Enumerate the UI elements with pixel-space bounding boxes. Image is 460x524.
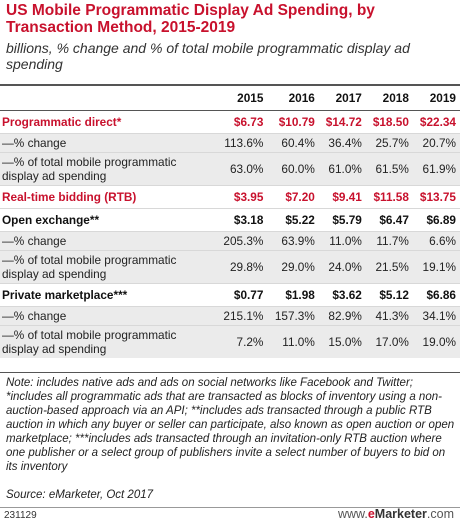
table-row: —% change 113.6% 60.4% 36.4% 25.7% 20.7%: [0, 133, 460, 153]
table-cell: $9.41: [318, 185, 366, 209]
table-cell: $10.79: [278, 115, 315, 129]
table-row: Private marketplace*** $0.77 $1.98 $3.62 $5.…: [0, 283, 460, 307]
table-cell: 82.9%: [318, 306, 366, 326]
table-cell: $6.73: [233, 115, 264, 129]
row-label: —% change: [0, 306, 216, 326]
table-cell: 21.5%: [365, 250, 413, 284]
table-cell: 6.6%: [412, 231, 460, 251]
row-label: —% of total mobile programmatic display …: [0, 152, 216, 186]
table-cell: $5.79: [318, 208, 366, 232]
footer-rule: [0, 507, 460, 508]
table-cell: 11.7%: [365, 231, 413, 251]
table-row: —% of total mobile programmatic display …: [0, 250, 460, 284]
table-cell: $22.34: [419, 115, 456, 129]
row-label: —% change: [0, 133, 216, 153]
table-cell: 41.3%: [365, 306, 413, 326]
table-cell: $13.75: [412, 185, 460, 209]
table-cell: 34.1%: [412, 306, 460, 326]
footnote: Note: includes native ads and ads on soc…: [6, 377, 455, 473]
table-cell: 11.0%: [318, 231, 366, 251]
table-cell: 61.9%: [412, 152, 460, 186]
table-cell: $1.98: [267, 283, 319, 307]
row-label: Open exchange**: [0, 208, 216, 232]
table-cell: 29.0%: [267, 250, 319, 284]
table-cell: 61.0%: [318, 152, 366, 186]
table-row: Programmatic direct* $6.73 $10.79 $14.72 $18…: [0, 111, 460, 134]
table-cell: $6.47: [365, 208, 413, 232]
table-cell: 113.6%: [216, 133, 268, 153]
table-cell: 15.0%: [318, 325, 366, 358]
chart-title: US Mobile Programmatic Display Ad Spendi…: [6, 2, 375, 36]
table-cell: 36.4%: [318, 133, 366, 153]
table-cell: 60.0%: [267, 152, 319, 186]
source-note: Source: eMarketer, Oct 2017: [6, 489, 154, 501]
table-cell: $0.77: [216, 283, 268, 307]
table-cell: $5.22: [267, 208, 319, 232]
table-cell: 17.0%: [365, 325, 413, 358]
table-cell: $3.95: [216, 185, 268, 209]
row-label: Programmatic direct*: [2, 115, 122, 129]
table-cell: 11.0%: [267, 325, 319, 358]
table-cell: 24.0%: [318, 250, 366, 284]
brand-name: Marketer: [374, 507, 427, 521]
table-cell: 157.3%: [267, 306, 319, 326]
table-cell: $3.18: [216, 208, 268, 232]
table-cell: $14.72: [325, 115, 362, 129]
table-row: —% change 215.1% 157.3% 82.9% 41.3% 34.1%: [0, 306, 460, 326]
table-row: —% of total mobile programmatic display …: [0, 325, 460, 358]
table-cell: 63.0%: [216, 152, 268, 186]
table-cell: $3.62: [318, 283, 366, 307]
table-cell: 61.5%: [365, 152, 413, 186]
table-cell: 205.3%: [216, 231, 268, 251]
row-label: —% of total mobile programmatic display …: [0, 325, 216, 358]
column-header: 2018: [382, 91, 409, 105]
table-body: Programmatic direct* $6.73 $10.79 $14.72 $18…: [0, 111, 460, 358]
brand-suffix: .com: [426, 507, 454, 521]
data-table: 2015 2016 2017 2018 2019 Programmatic di…: [0, 87, 460, 358]
header-row: 2015 2016 2017 2018 2019: [0, 87, 460, 111]
row-label: —% of total mobile programmatic display …: [0, 250, 216, 284]
column-header: 2016: [288, 91, 315, 105]
row-label: Private marketplace***: [0, 283, 216, 307]
bottom-rule: [0, 372, 460, 373]
row-label: —% change: [0, 231, 216, 251]
table-cell: $7.20: [267, 185, 319, 209]
table-cell: 20.7%: [412, 133, 460, 153]
table-cell: $18.50: [372, 115, 409, 129]
brand-e: e: [367, 507, 375, 521]
table-cell: 215.1%: [216, 306, 268, 326]
table-row: —% change 205.3% 63.9% 11.0% 11.7% 6.6%: [0, 231, 460, 251]
table-cell: 7.2%: [216, 325, 268, 358]
column-header: 2019: [429, 91, 456, 105]
row-label: Real-time bidding (RTB): [0, 185, 216, 209]
table-cell: 60.4%: [267, 133, 319, 153]
header-label-cell: [0, 87, 216, 111]
table-cell: 25.7%: [365, 133, 413, 153]
brand-prefix: www.: [337, 507, 368, 521]
column-header: 2017: [335, 91, 362, 105]
table-cell: 19.0%: [412, 325, 460, 358]
table-cell: 19.1%: [412, 250, 460, 284]
chart-id: 231129: [4, 510, 37, 521]
table-cell: 63.9%: [267, 231, 319, 251]
table-cell: $5.12: [365, 283, 413, 307]
top-rule: [0, 84, 460, 86]
table-row: Open exchange** $3.18 $5.22 $5.79 $6.47 $6.89: [0, 208, 460, 232]
chart-subtitle: billions, % change and % of total mobile…: [6, 40, 410, 72]
column-header: 2015: [237, 91, 264, 105]
table-cell: 29.8%: [216, 250, 268, 284]
table-cell: $6.86: [412, 283, 460, 307]
table-row: Real-time bidding (RTB) $3.95 $7.20 $9.41 $1…: [0, 185, 460, 209]
table-row: —% of total mobile programmatic display …: [0, 152, 460, 186]
table-cell: $6.89: [412, 208, 460, 232]
table-cell: $11.58: [365, 185, 413, 209]
brand-logo[interactable]: www.eMarketer.com: [338, 507, 454, 521]
